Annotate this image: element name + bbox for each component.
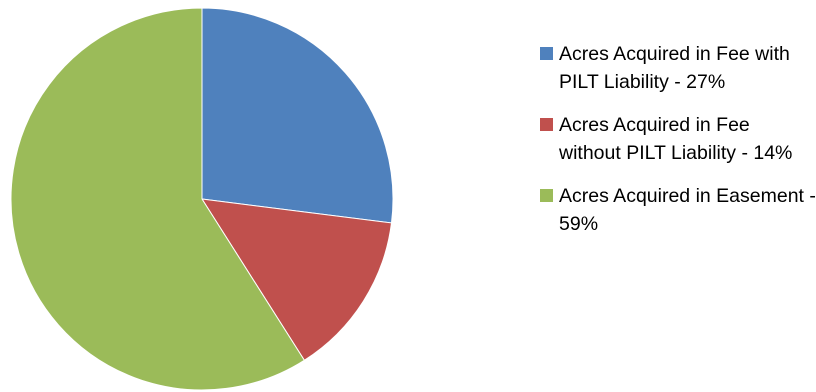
legend-swatch	[540, 189, 553, 202]
pie-slice-easement	[10, 7, 306, 391]
legend-label: Acres Acquired in Easement - 59%	[559, 185, 816, 235]
legend-swatch	[540, 47, 553, 60]
legend-label: Acres Acquired in Fee without PILT Liabi…	[559, 114, 793, 164]
pie-slice-fee-without-pilt	[201, 198, 393, 361]
legend-swatch	[540, 118, 553, 131]
legend-item-easement: Acres Acquired in Easement - 59%	[540, 182, 816, 238]
legend-label: Acres Acquired in Fee with PILT Liabilit…	[559, 43, 790, 93]
legend-item-fee-without-pilt: Acres Acquired in Fee without PILT Liabi…	[540, 111, 816, 167]
pie-slice-fee-with-pilt	[201, 7, 394, 224]
legend-item-fee-with-pilt: Acres Acquired in Fee with PILT Liabilit…	[540, 40, 816, 96]
chart-legend: Acres Acquired in Fee with PILT Liabilit…	[540, 40, 816, 238]
